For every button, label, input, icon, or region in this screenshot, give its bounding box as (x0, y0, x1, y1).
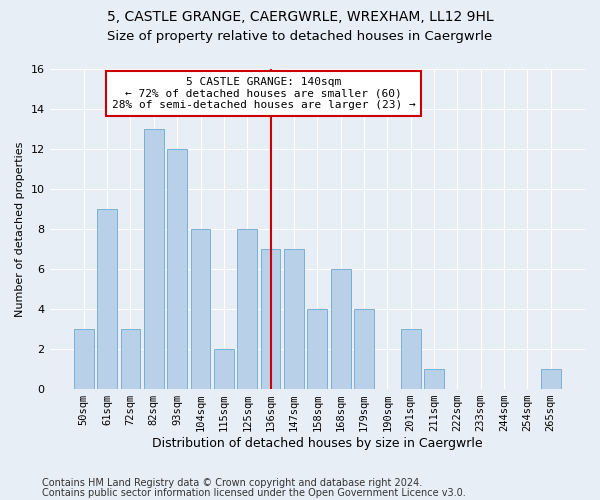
Bar (354, 309, 374, 389)
Bar (260, 249, 280, 389)
Text: Contains public sector information licensed under the Open Government Licence v3: Contains public sector information licen… (42, 488, 466, 498)
Bar (331, 269, 350, 389)
Bar (401, 329, 421, 389)
Bar (424, 369, 444, 389)
Bar (191, 229, 211, 389)
Text: 5 CASTLE GRANGE: 140sqm
← 72% of detached houses are smaller (60)
28% of semi-de: 5 CASTLE GRANGE: 140sqm ← 72% of detache… (112, 77, 415, 110)
Bar (238, 229, 257, 389)
Y-axis label: Number of detached properties: Number of detached properties (15, 142, 25, 316)
Bar (284, 249, 304, 389)
Bar (144, 129, 164, 389)
Bar (307, 309, 327, 389)
Text: Size of property relative to detached houses in Caergwrle: Size of property relative to detached ho… (107, 30, 493, 43)
Bar (97, 209, 117, 389)
Bar (214, 349, 234, 389)
Bar (167, 149, 187, 389)
Text: Contains HM Land Registry data © Crown copyright and database right 2024.: Contains HM Land Registry data © Crown c… (42, 478, 422, 488)
Bar (74, 329, 94, 389)
Bar (121, 329, 140, 389)
Bar (541, 369, 560, 389)
Text: 5, CASTLE GRANGE, CAERGWRLE, WREXHAM, LL12 9HL: 5, CASTLE GRANGE, CAERGWRLE, WREXHAM, LL… (107, 10, 493, 24)
X-axis label: Distribution of detached houses by size in Caergwrle: Distribution of detached houses by size … (152, 437, 482, 450)
